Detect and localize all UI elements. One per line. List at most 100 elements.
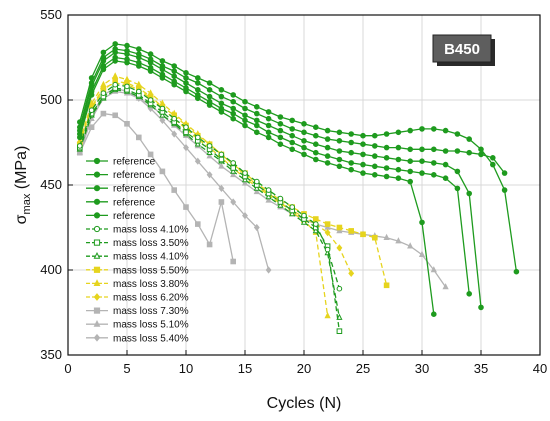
data-point (230, 160, 236, 166)
data-point (348, 228, 354, 234)
data-point (301, 151, 307, 158)
data-point (159, 58, 166, 64)
legend-item: reference (86, 184, 156, 195)
data-point (430, 266, 437, 273)
data-point (289, 209, 296, 217)
y-tick-label: 550 (40, 7, 62, 22)
legend: reference reference reference reference refe… (86, 157, 189, 344)
x-tick-label: 35 (474, 361, 488, 376)
data-point (183, 144, 189, 152)
data-point (324, 160, 331, 166)
data-point (360, 170, 366, 176)
data-point (419, 146, 425, 153)
data-point (136, 51, 142, 57)
data-point (289, 132, 296, 139)
data-point (112, 41, 118, 47)
data-point (501, 187, 508, 193)
data-point (147, 151, 154, 158)
data-point (442, 283, 449, 290)
data-point (431, 146, 437, 153)
data-point (478, 151, 484, 158)
data-point (265, 122, 272, 129)
badge: B450 (432, 34, 495, 66)
data-point (218, 162, 225, 169)
x-axis-title: Cycles (N) (267, 395, 342, 412)
data-point (336, 226, 343, 234)
data-point (218, 105, 225, 112)
data-point (88, 124, 95, 131)
data-point (454, 148, 461, 154)
data-point (159, 71, 166, 78)
legend-marker (93, 307, 101, 314)
data-point (265, 187, 272, 193)
data-point (112, 81, 118, 88)
data-point (301, 121, 307, 127)
data-point (289, 117, 296, 124)
data-point (490, 155, 496, 161)
data-point (242, 170, 248, 176)
data-point (395, 129, 402, 136)
data-point (478, 304, 484, 311)
data-point (195, 75, 201, 81)
data-point (112, 72, 119, 79)
data-point (88, 107, 95, 113)
data-point (466, 136, 473, 142)
legend-label: reference (113, 157, 156, 168)
data-point (218, 93, 225, 100)
data-point (77, 119, 83, 125)
data-point (313, 132, 319, 139)
data-point (383, 131, 390, 137)
legend-item: mass loss 6.20% (86, 293, 189, 304)
data-point (395, 144, 402, 151)
data-point (206, 241, 213, 248)
data-point (407, 127, 414, 134)
legend-item: mass loss 5.50% (86, 265, 189, 276)
legend-marker (93, 185, 101, 192)
data-point (360, 231, 366, 238)
data-point (324, 311, 331, 319)
data-point (171, 63, 177, 69)
data-point (395, 237, 402, 244)
data-point (431, 160, 437, 166)
data-point (218, 199, 225, 205)
legend-label: mass loss 3.50% (113, 238, 189, 249)
data-point (159, 111, 166, 118)
data-point (112, 46, 118, 52)
data-point (348, 166, 355, 173)
data-point (336, 138, 343, 144)
data-point (360, 161, 366, 168)
legend-item: reference (86, 197, 156, 208)
data-point (442, 148, 449, 154)
data-point (171, 78, 177, 85)
data-point (183, 80, 189, 86)
data-point (230, 98, 236, 105)
legend-item: mass loss 5.10% (86, 320, 189, 331)
data-point (265, 115, 272, 122)
legend-label: mass loss 6.20% (113, 293, 189, 304)
data-point (265, 192, 272, 200)
data-point (195, 92, 201, 98)
data-point (419, 158, 425, 164)
legend-item: mass loss 4.10% (86, 225, 189, 236)
x-tick-label: 5 (123, 361, 130, 376)
x-tick-label: 40 (533, 361, 547, 376)
legend-item: mass loss 3.80% (86, 279, 189, 290)
data-point (383, 282, 390, 289)
data-point (242, 212, 248, 220)
data-point (183, 124, 189, 130)
series-12 (77, 110, 236, 265)
data-point (442, 161, 449, 168)
legend-item: mass loss 5.40% (86, 333, 189, 344)
legend-item: mass loss 7.30% (86, 306, 189, 317)
data-point (301, 138, 307, 144)
data-point (242, 117, 248, 124)
legend-label: mass loss 3.80% (113, 279, 189, 290)
data-point (466, 149, 473, 156)
legend-marker (93, 266, 101, 273)
data-point (372, 234, 378, 241)
data-point (171, 187, 177, 193)
data-point (277, 114, 284, 120)
data-point (372, 132, 378, 139)
data-point (230, 92, 236, 98)
